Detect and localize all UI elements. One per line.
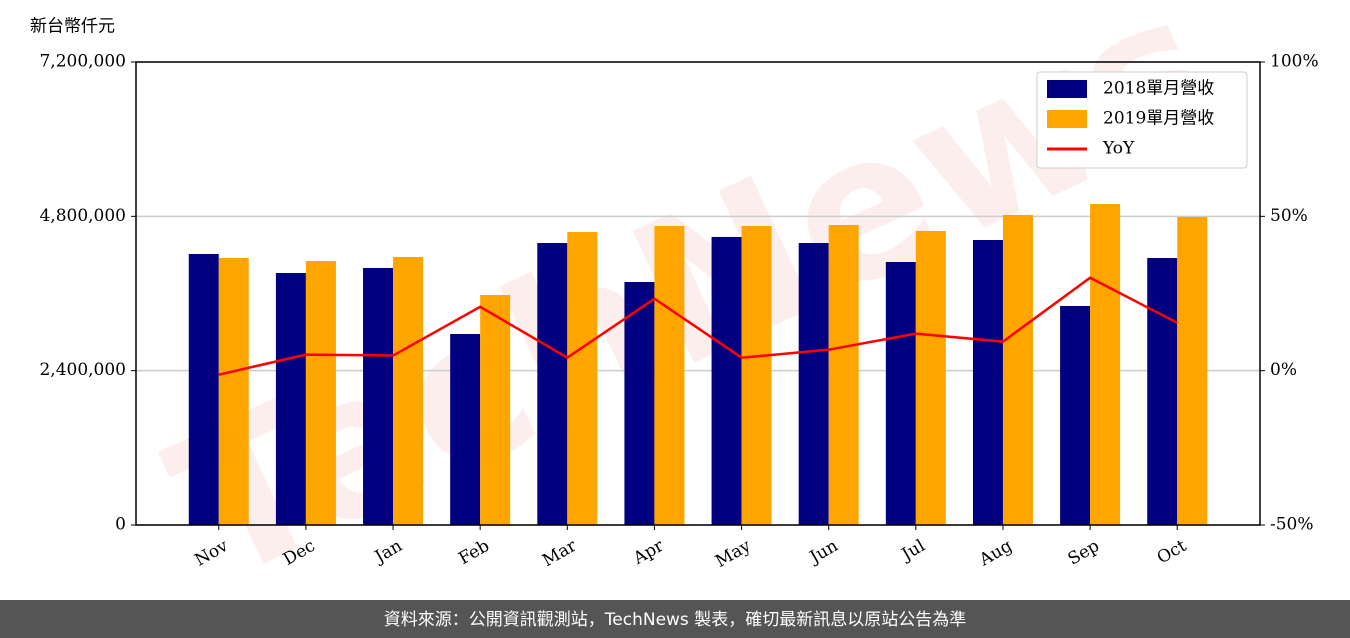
bar bbox=[828, 225, 859, 525]
plot-frame bbox=[135, 61, 1261, 526]
bar bbox=[450, 334, 481, 525]
bar bbox=[275, 272, 306, 525]
bar bbox=[711, 236, 742, 526]
bar bbox=[480, 294, 511, 525]
bar bbox=[1147, 258, 1178, 525]
x-tick-label: Mar bbox=[539, 535, 581, 571]
x-tick-label: Apr bbox=[629, 535, 668, 569]
bar bbox=[1060, 305, 1091, 525]
bar bbox=[363, 267, 394, 525]
bar bbox=[567, 232, 598, 525]
bar bbox=[188, 254, 219, 525]
y2-tick-label: 100% bbox=[1270, 52, 1319, 72]
bar bbox=[1090, 203, 1121, 525]
y-axis-label: 新台幣仟元 bbox=[30, 17, 115, 37]
legend-swatch bbox=[1047, 110, 1087, 128]
x-tick-label: Sep bbox=[1065, 536, 1103, 570]
y2-tick-label: 0% bbox=[1270, 360, 1297, 380]
bar bbox=[393, 256, 424, 525]
line bbox=[218, 276, 1178, 376]
y-tick-label: 0 bbox=[115, 515, 126, 535]
bar bbox=[1177, 216, 1208, 526]
legend-label: 2018單月營收 bbox=[1103, 79, 1214, 99]
legend-label: 2019單月營收 bbox=[1103, 109, 1214, 129]
footer: 資料來源：公開資訊觀測站，TechNews 製表，確切最新訊息以原站公告為準 bbox=[384, 610, 966, 630]
bar bbox=[537, 243, 568, 525]
legend-label: YoY bbox=[1102, 139, 1135, 159]
bar bbox=[885, 261, 916, 525]
bar bbox=[624, 281, 655, 525]
legend-swatch bbox=[1047, 80, 1087, 98]
x-tick-label: Jul bbox=[897, 536, 929, 566]
bar bbox=[798, 243, 829, 525]
bar bbox=[305, 261, 336, 525]
y-tick-label: 4,800,000 bbox=[39, 206, 126, 226]
y2-tick-label: 50% bbox=[1270, 206, 1308, 226]
legend: 2018單月營收 2019單月營收 YoY bbox=[1036, 71, 1248, 169]
bar bbox=[654, 225, 685, 525]
bar bbox=[1002, 214, 1033, 525]
bar bbox=[972, 239, 1003, 525]
x-tick-label: May bbox=[712, 536, 755, 572]
x-tick-label: Jun bbox=[805, 536, 842, 569]
x-tick-label: Oct bbox=[1154, 536, 1190, 569]
y-tick-label: 2,400,000 bbox=[39, 360, 126, 380]
footer-bar bbox=[0, 600, 1350, 638]
y-tick-label: 7,200,000 bbox=[39, 52, 126, 72]
bar bbox=[915, 230, 946, 525]
bar bbox=[218, 258, 249, 525]
x-tick-label: Feb bbox=[455, 536, 493, 569]
bar bbox=[741, 225, 772, 525]
legend-box bbox=[1036, 71, 1248, 169]
y2-tick-label: -50% bbox=[1270, 515, 1314, 535]
x-tick-label: Aug bbox=[975, 536, 1016, 571]
